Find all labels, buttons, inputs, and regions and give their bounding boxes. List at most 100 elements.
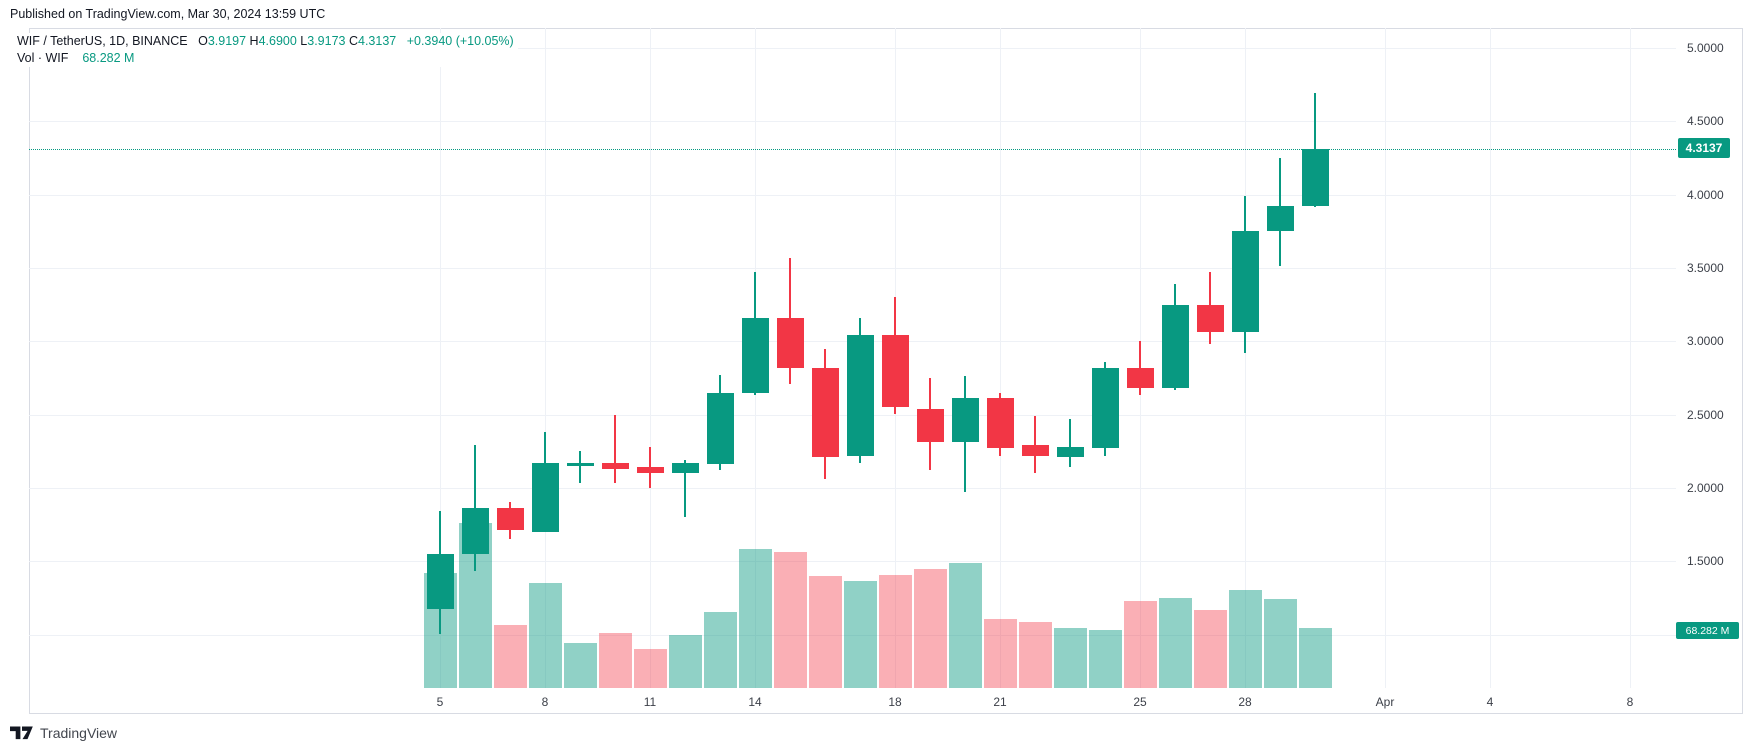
- candle-body-mar-24: [1092, 367, 1119, 449]
- candle-body-mar-22: [1022, 445, 1049, 456]
- candle-body-mar-11: [637, 467, 664, 474]
- volume-bar-mar-23: [1054, 628, 1087, 688]
- volume-bar-mar-7: [494, 624, 527, 688]
- candle-body-mar-7: [497, 508, 524, 531]
- last-volume-text: 68.282 M: [1685, 624, 1730, 637]
- x-axis-label-14: 14: [748, 695, 762, 709]
- change-value: +0.3940 (+10.05%): [406, 34, 514, 48]
- volume-gridline: [29, 635, 1676, 636]
- y-axis-label-2.5000: 2.5000: [1687, 407, 1724, 422]
- volume-bar-mar-20: [949, 563, 982, 688]
- last-volume-badge: 68.282 M: [1676, 622, 1739, 639]
- candle-body-mar-18: [882, 335, 909, 408]
- candle-body-mar-17: [847, 335, 874, 456]
- volume-bar-mar-30: [1299, 628, 1332, 688]
- date-gridline: [440, 28, 441, 688]
- candle-body-mar-12: [672, 462, 699, 474]
- x-axis-label-5: 5: [436, 695, 444, 709]
- candle-wick-mar-10: [614, 414, 616, 484]
- y-axis-label-1.5000: 1.5000: [1687, 554, 1724, 569]
- price-gridline: [29, 267, 1676, 269]
- y-axis-label-3.5000: 3.5000: [1687, 260, 1724, 275]
- candle-body-mar-5: [427, 553, 454, 610]
- y-axis-label-5.0000: 5.0000: [1687, 41, 1724, 55]
- volume-bar-mar-14: [739, 549, 772, 688]
- x-axis-label-21: 21: [993, 695, 1007, 709]
- ohlc-value-O: 3.9197: [207, 34, 247, 48]
- volume-bar-mar-21: [984, 618, 1017, 688]
- candle-wick-mar-23: [1069, 418, 1071, 468]
- published-line: Published on TradingView.com, Mar 30, 20…: [10, 7, 326, 21]
- x-axis-label-8: 8: [1626, 695, 1634, 709]
- tradingview-logo[interactable]: TradingView: [10, 725, 117, 741]
- x-axis-label-apr: Apr: [1375, 695, 1395, 709]
- y-axis-label-2.0000: 2.0000: [1687, 480, 1724, 495]
- volume-value: 68.282 M: [82, 51, 135, 65]
- volume-bar-mar-24: [1089, 630, 1122, 688]
- volume-bar-mar-10: [599, 632, 632, 688]
- volume-bar-mar-27: [1194, 609, 1227, 688]
- candle-wick-mar-9: [579, 451, 581, 484]
- candle-body-mar-9: [567, 462, 594, 466]
- legend-symbol-row: WIF / TetherUS, 1D, BINANCE O3.9197 H4.6…: [17, 33, 518, 50]
- x-axis-label-18: 18: [888, 695, 902, 709]
- tradingview-logo-icon: [10, 726, 33, 740]
- x-axis-label-25: 25: [1133, 695, 1147, 709]
- candle-body-mar-15: [777, 317, 804, 368]
- last-price-text: 4.3137: [1685, 141, 1723, 155]
- symbol-title: WIF / TetherUS, 1D, BINANCE: [17, 34, 188, 48]
- y-axis-label-4.5000: 4.5000: [1687, 114, 1724, 129]
- candle-body-mar-26: [1162, 304, 1189, 389]
- volume-bar-mar-15: [774, 551, 807, 688]
- x-axis-label-28: 28: [1238, 695, 1252, 709]
- x-axis-label-11: 11: [643, 695, 657, 709]
- candle-body-mar-27: [1197, 304, 1224, 333]
- y-axis-label-3.0000: 3.0000: [1687, 334, 1724, 349]
- ohlc-value-C: 4.3137: [358, 34, 397, 48]
- candle-wick-mar-22: [1034, 415, 1036, 474]
- volume-bar-mar-19: [914, 569, 947, 688]
- volume-bar-mar-26: [1159, 598, 1192, 688]
- date-gridline: [1490, 28, 1491, 688]
- last-price-badge: 4.3137: [1678, 138, 1730, 158]
- candle-body-mar-10: [602, 462, 629, 469]
- volume-bar-mar-13: [704, 612, 737, 688]
- volume-label: Vol · WIF: [17, 51, 69, 65]
- candle-body-mar-28: [1232, 231, 1259, 333]
- candle-wick-mar-12: [684, 459, 686, 518]
- price-gridline: [29, 487, 1676, 489]
- date-gridline: [545, 28, 546, 688]
- price-gridline: [29, 121, 1676, 123]
- candle-body-mar-16: [812, 367, 839, 457]
- chart-plot-area: [29, 28, 1743, 714]
- volume-bar-mar-29: [1264, 599, 1297, 688]
- date-gridline: [650, 28, 651, 688]
- volume-bar-mar-25: [1124, 601, 1157, 688]
- price-gridline: [29, 561, 1676, 563]
- date-gridline: [1000, 28, 1001, 688]
- volume-bar-mar-17: [844, 580, 877, 688]
- price-gridline: [29, 48, 1676, 49]
- legend-volume-row: Vol · WIF 68.282 M: [17, 50, 518, 67]
- ohlc-prefix-L: L: [300, 34, 308, 48]
- candle-body-mar-20: [952, 398, 979, 443]
- volume-bar-mar-8: [529, 583, 562, 688]
- ohlc-prefix-H: H: [249, 34, 259, 48]
- x-axis-label-8: 8: [541, 695, 549, 709]
- candle-body-mar-8: [532, 462, 559, 532]
- y-axis-label-4.0000: 4.0000: [1687, 187, 1724, 202]
- ohlc-value-L: 3.9173: [307, 34, 346, 48]
- volume-bar-mar-18: [879, 574, 912, 688]
- x-axis-label-4: 4: [1486, 695, 1494, 709]
- candle-body-mar-13: [707, 392, 734, 465]
- candle-body-mar-19: [917, 408, 944, 443]
- candle-body-mar-30: [1302, 148, 1329, 207]
- date-gridline: [1630, 28, 1631, 688]
- volume-bar-mar-11: [634, 649, 667, 688]
- date-gridline: [1385, 28, 1386, 688]
- candle-body-mar-21: [987, 398, 1014, 449]
- symbol-legend: WIF / TetherUS, 1D, BINANCE O3.9197 H4.6…: [17, 33, 518, 67]
- volume-bar-mar-9: [564, 643, 597, 688]
- candle-body-mar-14: [742, 317, 769, 393]
- candle-body-mar-23: [1057, 446, 1084, 457]
